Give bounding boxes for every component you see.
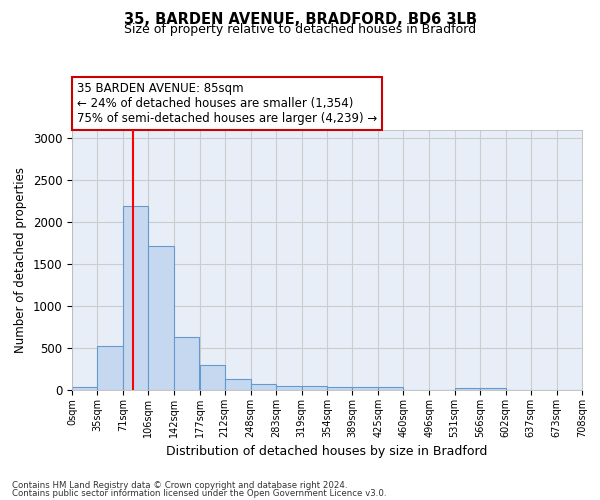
Bar (455, 388, 480, 390)
Bar (97, 346, 123, 390)
Bar (123, 206, 148, 390)
Y-axis label: Number of detached properties: Number of detached properties (14, 167, 27, 353)
Text: Contains HM Land Registry data © Crown copyright and database right 2024.: Contains HM Land Registry data © Crown c… (12, 481, 347, 490)
X-axis label: Distribution of detached houses by size in Bradford: Distribution of detached houses by size … (166, 446, 488, 458)
Text: 35, BARDEN AVENUE, BRADFORD, BD6 3LB: 35, BARDEN AVENUE, BRADFORD, BD6 3LB (124, 12, 476, 28)
Bar (352, 388, 378, 390)
Bar (302, 386, 327, 390)
Bar (480, 388, 506, 390)
Bar (327, 386, 352, 390)
Bar (276, 386, 302, 390)
Bar (251, 384, 276, 390)
Text: 35 BARDEN AVENUE: 85sqm
← 24% of detached houses are smaller (1,354)
75% of semi: 35 BARDEN AVENUE: 85sqm ← 24% of detache… (77, 82, 377, 125)
Bar (225, 378, 251, 390)
Bar (199, 366, 225, 390)
Bar (148, 246, 174, 390)
Bar (174, 336, 199, 390)
Text: Contains public sector information licensed under the Open Government Licence v3: Contains public sector information licen… (12, 488, 386, 498)
Bar (72, 387, 97, 390)
Text: Size of property relative to detached houses in Bradford: Size of property relative to detached ho… (124, 22, 476, 36)
Bar (378, 388, 403, 390)
